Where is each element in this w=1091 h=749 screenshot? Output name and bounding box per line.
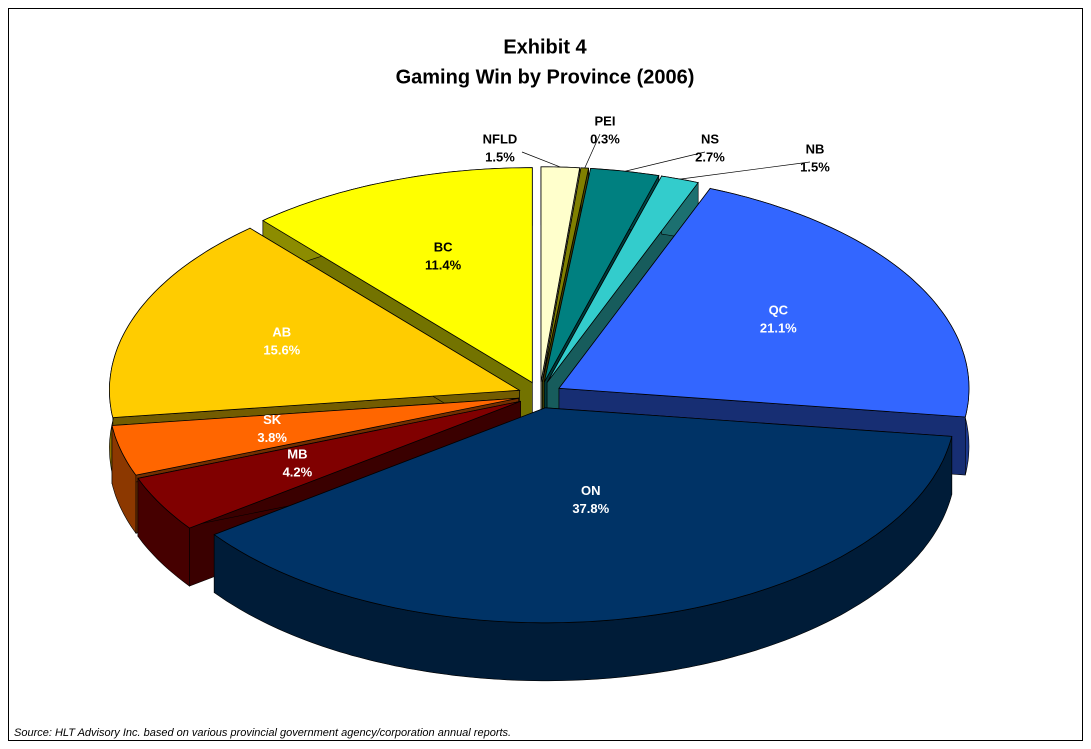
slice-value-label: 3.8% <box>257 430 287 445</box>
leader-line <box>584 133 601 169</box>
slice-top <box>262 167 533 384</box>
chart-title: Exhibit 4 <box>503 36 587 58</box>
slice-value-label: 2.7% <box>695 149 725 164</box>
leader-line <box>680 161 811 180</box>
slice-top <box>558 188 970 418</box>
slice-label: QC <box>769 302 789 317</box>
slice-value-label: 37.8% <box>572 501 609 516</box>
slice-value-label: 4.2% <box>283 464 313 479</box>
slice-top <box>213 407 953 624</box>
slice-label: PEI <box>595 113 616 128</box>
slice-value-label: 21.1% <box>760 320 797 335</box>
slice-value-label: 1.5% <box>800 159 830 174</box>
pie-slice <box>213 407 953 682</box>
slice-top <box>108 227 521 419</box>
slice-value-label: 11.4% <box>425 257 462 272</box>
slice-label: MB <box>287 446 307 461</box>
slice-value-label: 0.3% <box>590 131 620 146</box>
slice-top <box>111 397 519 476</box>
source-note: Source: HLT Advisory Inc. based on vario… <box>14 727 511 739</box>
slice-label: SK <box>263 412 282 427</box>
slice-value-label: 15.6% <box>263 342 300 357</box>
slice-value-label: 1.5% <box>485 149 515 164</box>
leader-line <box>521 151 561 168</box>
slice-top <box>137 400 521 529</box>
slice-label: BC <box>434 239 453 254</box>
slice-top <box>543 167 660 383</box>
chart-subtitle: Gaming Win by Province (2006) <box>396 66 695 88</box>
slice-top <box>540 166 581 382</box>
slice-label: NFLD <box>483 131 518 146</box>
slice-label: AB <box>272 324 291 339</box>
leader-line <box>624 151 706 172</box>
slice-label: NB <box>806 141 825 156</box>
slice-label: ON <box>581 483 601 498</box>
slice-label: NS <box>701 131 719 146</box>
